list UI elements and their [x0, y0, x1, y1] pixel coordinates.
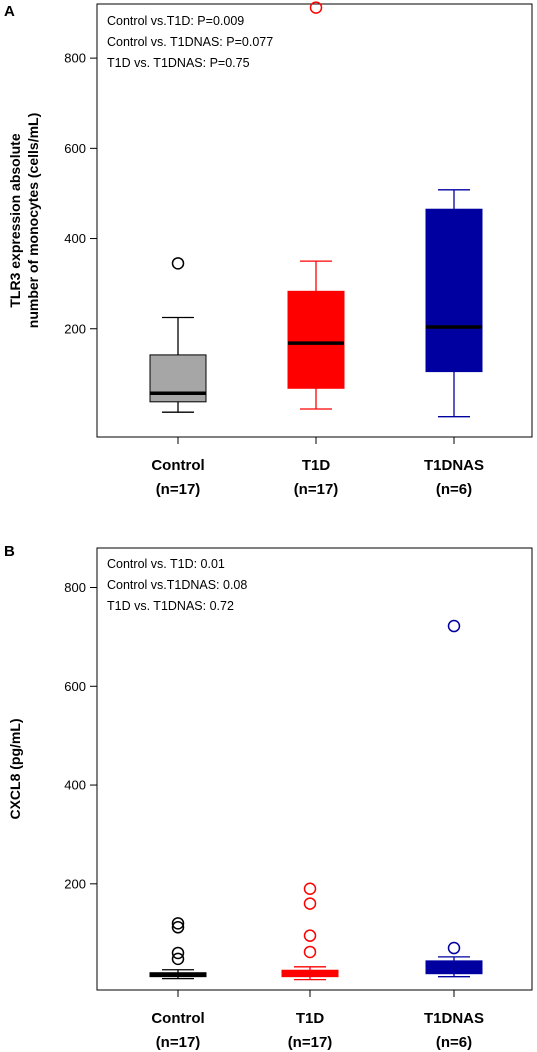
outlier-point: [447, 941, 461, 955]
outlier-point: [309, 1, 323, 14]
y-tick-label: 600: [64, 679, 86, 694]
plot-frame: [96, 547, 533, 991]
outlier-point: [171, 257, 185, 270]
p-value-annotation: T1D vs. T1DNAS: P=0.75: [107, 56, 250, 70]
y-tick-label: 400: [64, 778, 86, 793]
x-category-label: T1D: [302, 457, 331, 474]
x-category-count: (n=17): [294, 481, 339, 498]
box-t1dnas: [425, 208, 483, 373]
y-tick-label: 800: [64, 51, 86, 66]
panel-b: B 200 400 600 800 CXCL8 (pg/mL) Control vs. T1…: [4, 543, 533, 1051]
y-axis-label: CXCL8 (pg/mL): [7, 718, 23, 819]
y-axis-label: TLR3 expression absolute: [7, 133, 23, 307]
x-category-label: T1DNAS: [424, 1010, 484, 1027]
panel-letter: B: [4, 543, 15, 560]
p-value-annotation: Control vs. T1D: 0.01: [107, 557, 225, 571]
outlier-point: [303, 929, 317, 942]
box-t1d: [287, 290, 345, 389]
outlier-point: [171, 921, 185, 934]
x-category-count: (n=17): [288, 1034, 333, 1051]
y-tick-label: 800: [64, 580, 86, 595]
panel-letter: A: [4, 3, 15, 20]
p-value-annotation: T1D vs. T1DNAS: 0.72: [107, 599, 234, 613]
outlier-point: [303, 882, 317, 896]
y-axis-label: number of monocytes (cells/mL): [25, 113, 41, 328]
x-category-count: (n=17): [156, 1034, 201, 1051]
x-category-label: Control: [151, 457, 204, 474]
panel-a: A 200 400 600 800 TLR3 expression absolute num…: [4, 1, 533, 498]
outlier-point: [171, 946, 185, 960]
x-category-count: (n=17): [156, 481, 201, 498]
y-tick-label: 200: [64, 321, 86, 336]
x-category-label: Control: [151, 1010, 204, 1027]
outlier-point: [171, 917, 185, 930]
plot-frame: [96, 3, 533, 438]
x-category-count: (n=6): [436, 481, 472, 498]
y-tick-label: 200: [64, 876, 86, 891]
p-value-annotation: Control vs.T1DNAS: 0.08: [107, 578, 247, 592]
outlier-point: [303, 897, 317, 910]
x-category-count: (n=6): [436, 1034, 472, 1051]
outlier-point: [171, 952, 185, 966]
outlier-point: [447, 619, 461, 633]
p-value-annotation: Control vs.T1D: P=0.009: [107, 14, 244, 28]
x-category-label: T1DNAS: [424, 457, 484, 474]
outlier-point: [303, 945, 317, 959]
y-tick-label: 400: [64, 231, 86, 246]
x-category-label: T1D: [296, 1010, 325, 1027]
p-value-annotation: Control vs. T1DNAS: P=0.077: [107, 35, 273, 49]
y-tick-label: 600: [64, 141, 86, 156]
